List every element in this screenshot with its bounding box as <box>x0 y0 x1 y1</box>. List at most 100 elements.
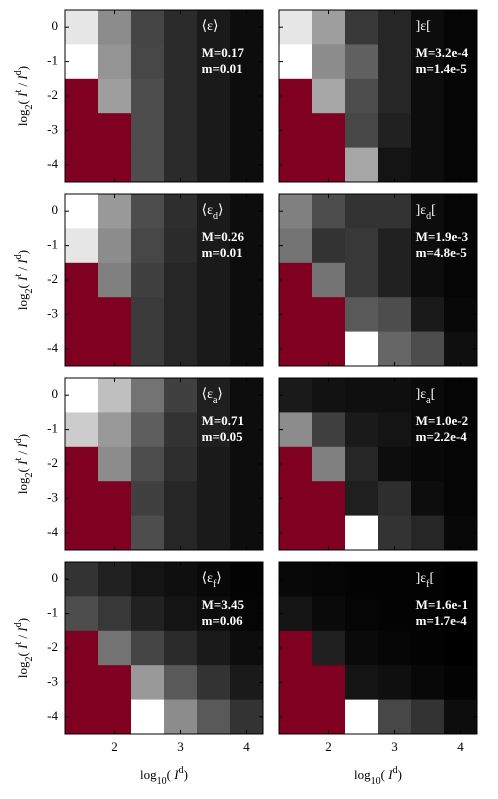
heatmap-cell <box>65 665 99 701</box>
heatmap-cell <box>411 446 445 482</box>
heatmap-cell <box>279 331 313 367</box>
panel-label: ⟨ε⟩ <box>202 19 219 34</box>
heatmap-cell <box>65 297 99 333</box>
heatmap-cell <box>378 147 412 183</box>
heatmap-cell <box>345 194 379 229</box>
text-part: log <box>15 661 30 678</box>
panel-annotation: m=4.8e-5 <box>416 245 468 260</box>
heatmap-cell <box>98 194 132 229</box>
heatmap-cell <box>131 147 165 183</box>
text-part: / <box>15 448 30 458</box>
heatmap-cell <box>65 78 99 114</box>
panel-label: ⟨εd⟩ <box>202 203 224 222</box>
heatmap-cell <box>312 113 346 149</box>
heatmap-cell <box>345 331 379 367</box>
y-tick-label: -1 <box>47 421 58 436</box>
heatmap-cell <box>65 10 99 45</box>
heatmap-cell <box>279 378 313 413</box>
heatmap-cell <box>345 378 379 413</box>
heatmap-cell <box>197 412 231 448</box>
heatmap-cell <box>65 515 99 551</box>
heatmap-cell <box>131 481 165 517</box>
text-part: ( <box>15 281 30 289</box>
heatmap-cell <box>312 194 346 229</box>
y-axis-label: log2( It / Id) <box>13 434 35 494</box>
heatmap-cell <box>345 481 379 517</box>
text-part: I <box>15 644 30 650</box>
heatmap-cell <box>411 412 445 448</box>
text-part: ( <box>15 649 30 657</box>
x-axis-label: log10( Id) <box>354 765 402 787</box>
heatmap-cell <box>444 147 478 183</box>
heatmap-cell <box>131 262 165 298</box>
heatmap-cell <box>98 44 132 80</box>
text-part: ⟨ε⟩ <box>202 19 219 34</box>
heatmap-cell <box>279 262 313 298</box>
text-part: I <box>15 627 30 633</box>
heatmap-cell <box>164 331 198 367</box>
panel: 0 -1 -2 -3 -4 log2( It / Id) ⟨εa⟩ M=0.71m=0.05 <box>13 377 264 551</box>
heatmap-cell <box>444 228 478 264</box>
panel: ]εa[M=1.0e-2m=2.2e-4 <box>278 377 478 551</box>
heatmap-cell <box>164 113 198 149</box>
heatmap-cell <box>312 78 346 114</box>
heatmap-cell <box>230 297 264 333</box>
heatmap-cell <box>378 562 412 597</box>
text-part: I <box>173 767 179 782</box>
panel: 2 3 4 log10( Id)]εf[M=1.6e-1m=1.7e-4 <box>278 561 478 787</box>
heatmap-cell <box>98 113 132 149</box>
heatmap-cell <box>197 331 231 367</box>
text-part: log <box>15 293 30 310</box>
heatmap-cell <box>312 699 346 735</box>
panel-annotation: M=3.45 <box>202 597 245 612</box>
y-tick-label: -1 <box>47 237 58 252</box>
text-part: 2 <box>24 288 35 293</box>
y-tick-label: -4 <box>47 708 58 723</box>
text-part: [ <box>431 387 436 402</box>
heatmap-cell <box>197 262 231 298</box>
heatmap-cell <box>65 562 99 597</box>
heatmap-cell <box>197 78 231 114</box>
heatmap-cell <box>164 412 198 448</box>
panel: 0 -1 -2 -3 -4 log2( It / Id) ⟨ε⟩ M=0.17m=0.01 <box>13 9 264 183</box>
heatmap-cell <box>444 44 478 80</box>
heatmap-cell <box>164 78 198 114</box>
text-part: ( <box>15 465 30 473</box>
heatmap-cell <box>345 113 379 149</box>
heatmap-cell <box>279 481 313 517</box>
y-tick-label: -3 <box>47 489 58 504</box>
heatmap-cell <box>131 665 165 701</box>
heatmap-cell <box>131 228 165 264</box>
heatmap-cell <box>98 262 132 298</box>
text-part: ) <box>398 767 402 782</box>
heatmap-cell <box>164 596 198 632</box>
text-part: log <box>140 767 157 782</box>
text-part: f <box>426 579 430 590</box>
heatmap-cell <box>230 10 264 45</box>
heatmap-cell <box>411 113 445 149</box>
heatmap-cell <box>345 665 379 701</box>
heatmap-cell <box>411 596 445 632</box>
heatmap-cell <box>131 297 165 333</box>
heatmap-cell <box>230 44 264 80</box>
text-part: 2 <box>24 472 35 477</box>
text-part: I <box>15 443 30 449</box>
heatmap-cell <box>197 446 231 482</box>
heatmap-cell <box>411 331 445 367</box>
heatmap-cell <box>197 630 231 666</box>
heatmap-cell <box>98 665 132 701</box>
text-part: ⟨ε <box>202 387 213 402</box>
text-part: I <box>15 460 30 466</box>
heatmap-cell <box>197 515 231 551</box>
heatmap-cell <box>98 78 132 114</box>
heatmap-cell <box>131 562 165 597</box>
heatmap-cell <box>131 446 165 482</box>
text-part: f <box>213 579 217 590</box>
heatmap-cell <box>164 228 198 264</box>
heatmap-cell <box>279 699 313 735</box>
heatmap-cell <box>444 194 478 229</box>
heatmap-cell <box>197 297 231 333</box>
y-tick-label: 0 <box>52 18 59 33</box>
text-part: I <box>15 259 30 265</box>
